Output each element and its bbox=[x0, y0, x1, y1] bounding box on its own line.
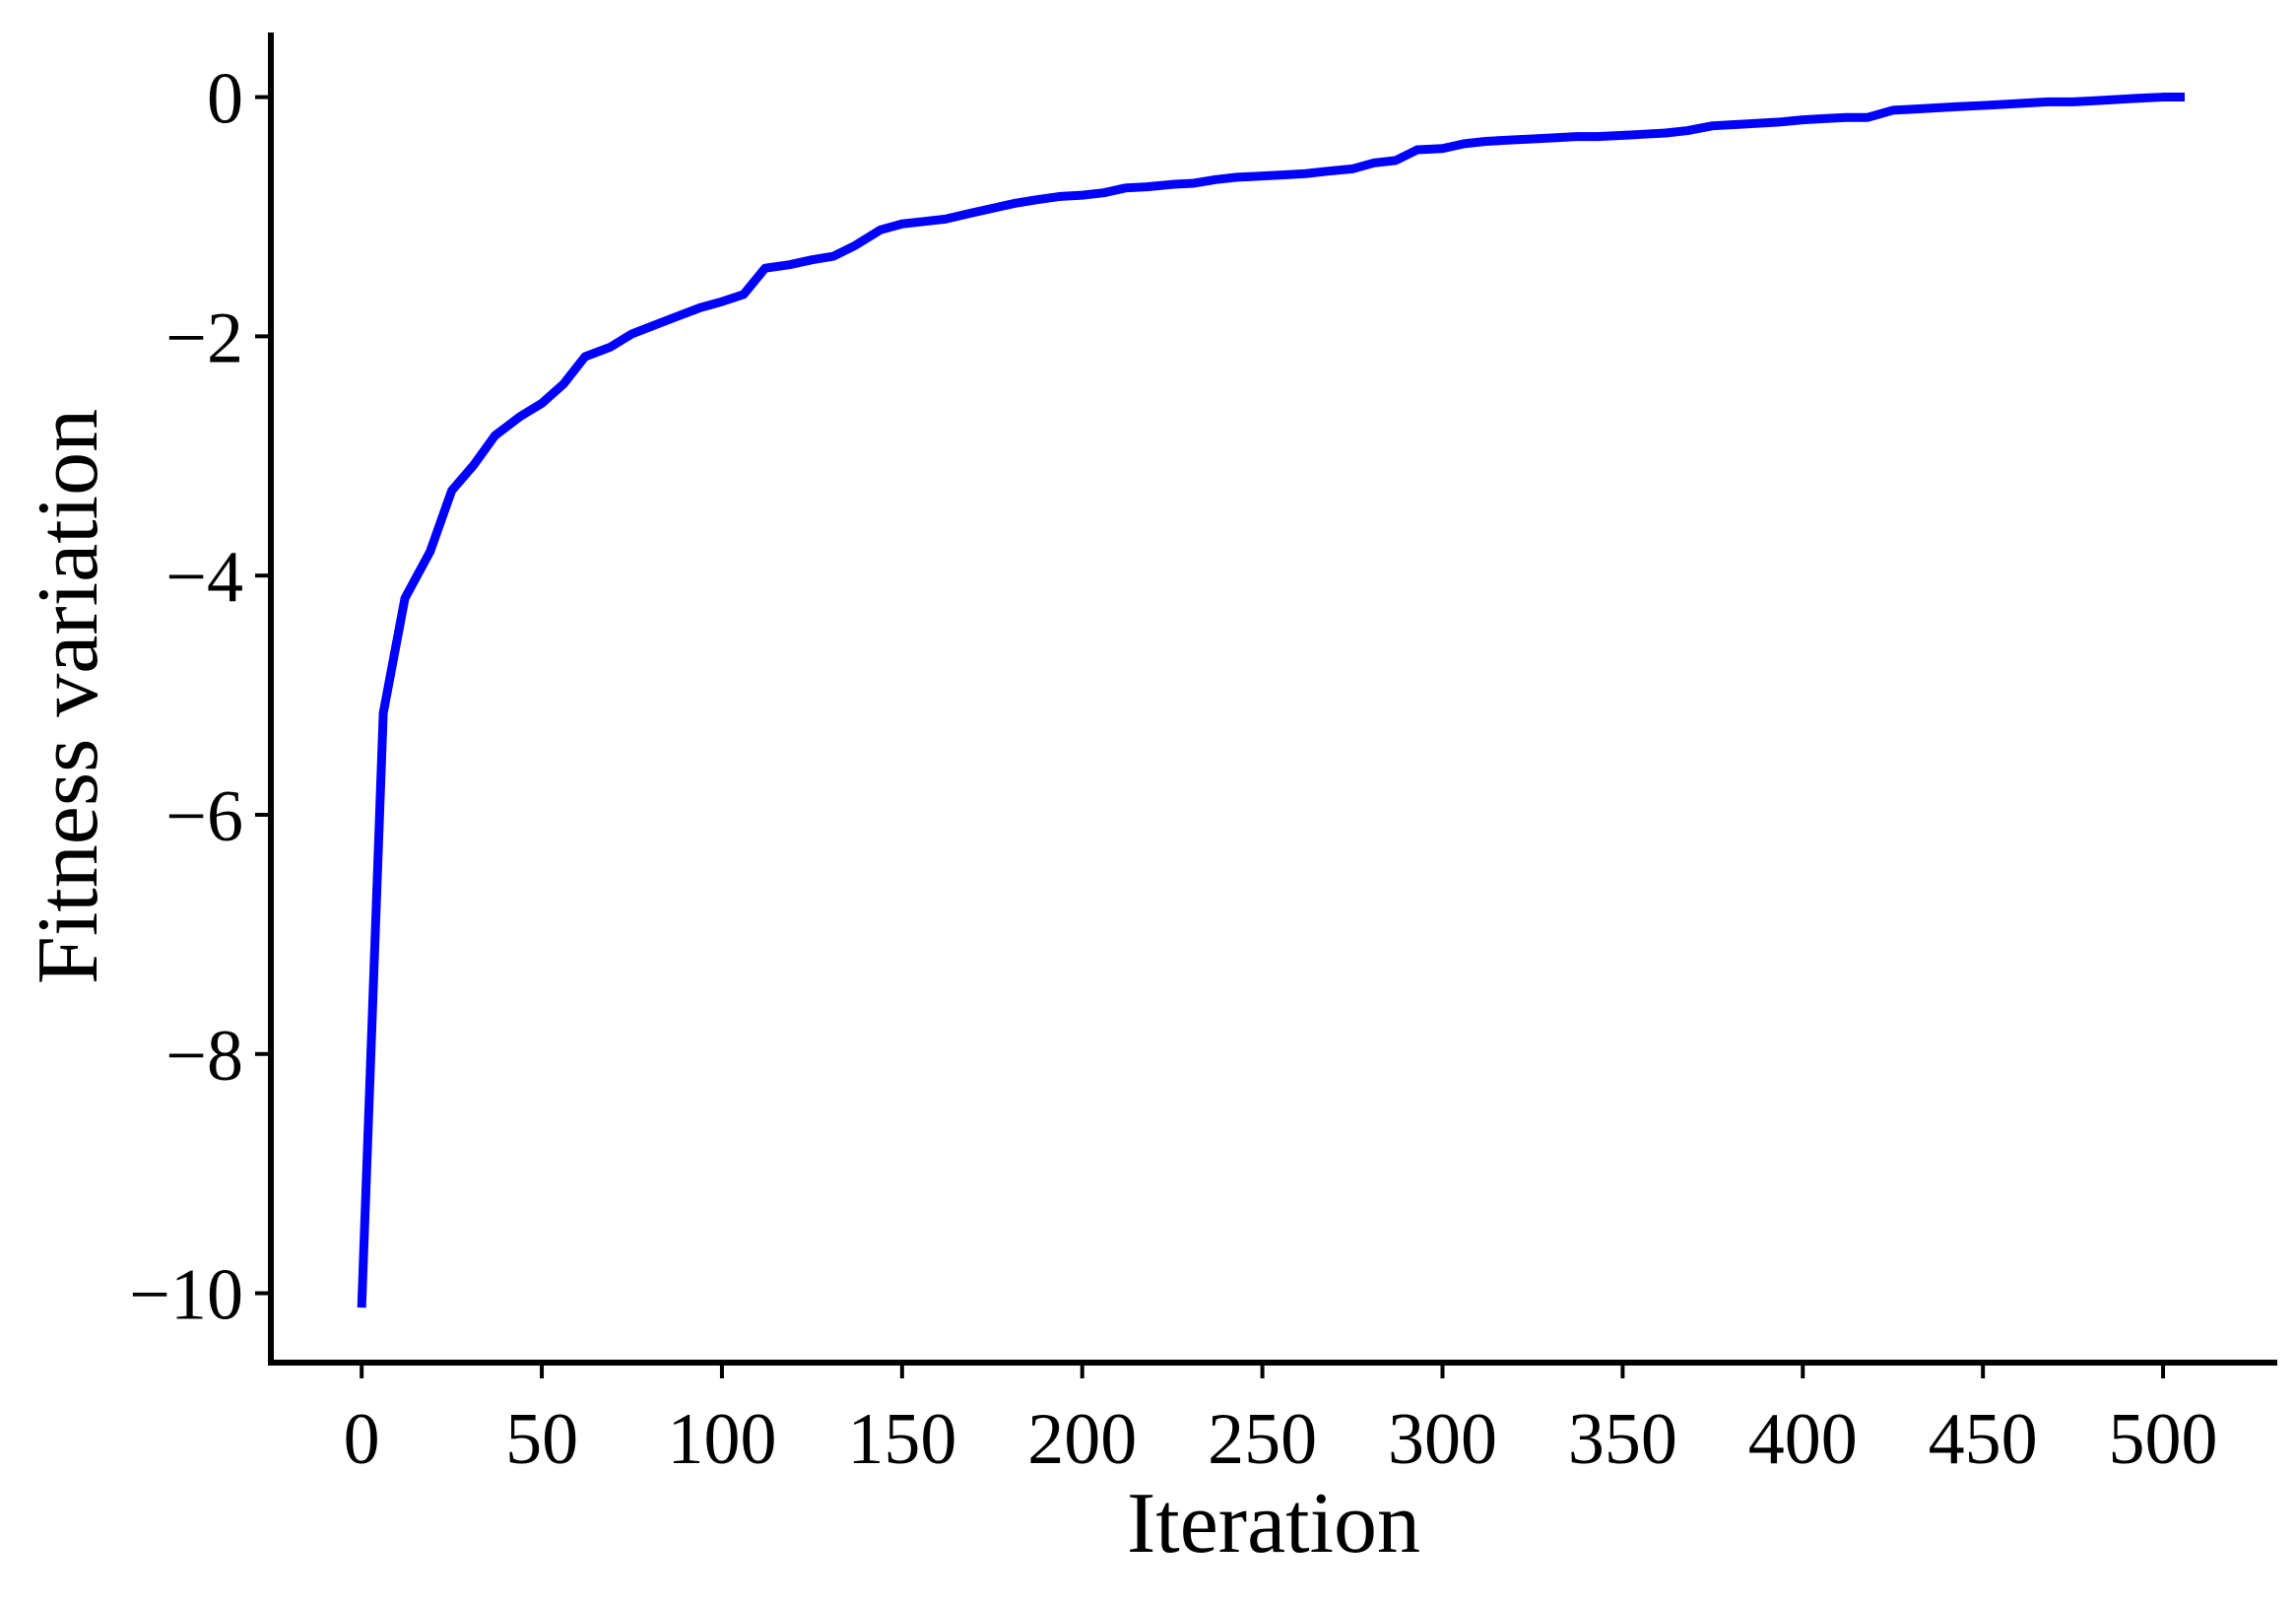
x-tick-label: 0 bbox=[344, 1399, 380, 1480]
x-tick-label: 450 bbox=[1929, 1399, 2038, 1480]
x-tick-label: 250 bbox=[1208, 1399, 1317, 1480]
x-tick-label: 400 bbox=[1748, 1399, 1858, 1480]
y-tick-label: −10 bbox=[129, 1255, 243, 1336]
x-tick-label: 200 bbox=[1027, 1399, 1137, 1480]
y-tick-label: 0 bbox=[207, 59, 243, 140]
x-tick-label: 100 bbox=[667, 1399, 776, 1480]
x-tick-label: 500 bbox=[2109, 1399, 2218, 1480]
y-tick-label: −2 bbox=[165, 298, 243, 378]
x-axis-label: Iteration bbox=[1127, 1476, 1420, 1571]
x-tick-label: 300 bbox=[1388, 1399, 1497, 1480]
x-tick-label: 50 bbox=[505, 1399, 578, 1480]
data-line bbox=[357, 93, 2185, 1308]
y-tick-label: −8 bbox=[165, 1016, 243, 1097]
y-tick-label: −4 bbox=[165, 537, 243, 618]
y-tick-label: −6 bbox=[165, 776, 243, 857]
x-tick-label: 350 bbox=[1568, 1399, 1677, 1480]
y-axis-label: Fitness variation bbox=[21, 409, 116, 984]
x-tick-label: 150 bbox=[847, 1399, 956, 1480]
